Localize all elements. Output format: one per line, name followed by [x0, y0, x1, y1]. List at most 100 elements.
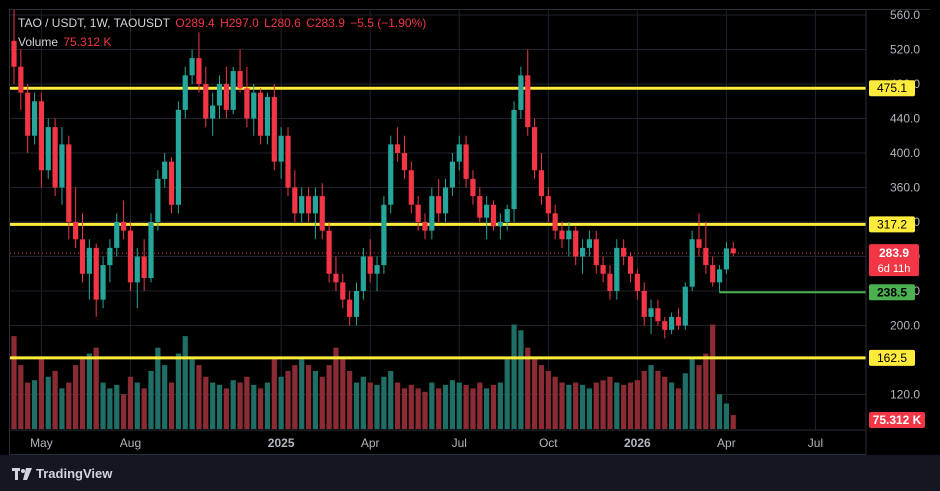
candle-body[interactable] [525, 75, 531, 128]
candle-body[interactable] [648, 308, 654, 317]
candle-body[interactable] [532, 127, 538, 171]
candle-body[interactable] [45, 127, 51, 171]
candle-body[interactable] [614, 247, 620, 291]
candle-body[interactable] [258, 92, 264, 136]
candle-body[interactable] [381, 204, 387, 266]
candle-body[interactable] [251, 92, 257, 119]
candle-body[interactable] [470, 178, 476, 197]
candle-body[interactable] [497, 222, 503, 227]
candle-body[interactable] [538, 170, 545, 197]
candle-body[interactable] [52, 127, 58, 188]
candle-body[interactable] [353, 291, 360, 317]
candle-body[interactable] [573, 230, 579, 257]
candle-body[interactable] [374, 265, 380, 274]
candle-body[interactable] [627, 256, 634, 274]
candle-body[interactable] [319, 196, 325, 231]
candle-body[interactable] [148, 222, 154, 279]
candle-body[interactable] [703, 247, 709, 266]
candle-body[interactable] [299, 196, 305, 214]
candle-body[interactable] [326, 230, 332, 274]
candle-body[interactable] [484, 204, 490, 218]
candle-body[interactable] [333, 273, 339, 283]
candle-body[interactable] [93, 247, 99, 300]
candle-body[interactable] [189, 58, 195, 76]
candle-body[interactable] [669, 316, 675, 330]
candle-body[interactable] [216, 84, 223, 106]
candle-body[interactable] [196, 58, 202, 84]
candle-body[interactable] [127, 230, 134, 283]
candle-body[interactable] [305, 196, 312, 214]
candle-body[interactable] [237, 71, 243, 89]
candle-body[interactable] [655, 308, 661, 322]
candle-body[interactable] [59, 144, 65, 188]
candle-body[interactable] [579, 247, 586, 257]
candle-body[interactable] [155, 178, 161, 222]
candle-body[interactable] [25, 92, 31, 136]
candle-body[interactable] [621, 247, 627, 257]
candle-body[interactable] [264, 96, 271, 136]
candle-body[interactable] [73, 222, 79, 240]
candle-body[interactable] [86, 247, 92, 274]
tradingview-logo[interactable]: TradingView [12, 466, 112, 481]
candle-body[interactable] [641, 291, 647, 317]
candle-body[interactable] [79, 239, 86, 274]
candle-body[interactable] [422, 222, 428, 231]
candle-body[interactable] [292, 187, 298, 214]
candle-body[interactable] [634, 273, 640, 291]
candle-body[interactable] [203, 84, 209, 119]
candle-body[interactable] [504, 209, 510, 222]
candle-body[interactable] [162, 161, 168, 179]
candle-body[interactable] [175, 109, 181, 205]
candle-body[interactable] [723, 248, 729, 270]
candle-body[interactable] [134, 256, 140, 283]
candle-body[interactable] [429, 196, 435, 231]
candle-body[interactable] [66, 144, 72, 222]
candle-body[interactable] [388, 144, 394, 205]
candle-body[interactable] [593, 239, 599, 266]
candle-body[interactable] [689, 239, 695, 287]
candle-body[interactable] [11, 40, 17, 67]
candle-body[interactable] [600, 265, 606, 274]
candle-body[interactable] [442, 187, 449, 214]
candle-body[interactable] [710, 265, 716, 283]
candle-body[interactable] [675, 316, 682, 326]
candle-body[interactable] [312, 196, 318, 214]
price-chart[interactable]: 120.0200.0240.0280.0320.0360.0400.0440.0… [10, 10, 931, 456]
candle-body[interactable] [682, 286, 688, 326]
candle-body[interactable] [182, 75, 188, 110]
candle-body[interactable] [490, 204, 497, 227]
candle-body[interactable] [463, 144, 469, 179]
candle-body[interactable] [607, 273, 613, 291]
candle-body[interactable] [511, 109, 517, 210]
candle-body[interactable] [18, 66, 24, 93]
candle-body[interactable] [456, 144, 462, 162]
candle-body[interactable] [271, 96, 277, 162]
candle-body[interactable] [347, 299, 353, 317]
candle-body[interactable] [367, 256, 373, 274]
candle-body[interactable] [662, 321, 668, 330]
candle-body[interactable] [449, 161, 455, 188]
candle-body[interactable] [223, 84, 229, 110]
candle-body[interactable] [244, 88, 250, 119]
candle-body[interactable] [415, 204, 421, 222]
candle-body[interactable] [552, 213, 558, 231]
candle-body[interactable] [395, 144, 401, 153]
candle-body[interactable] [559, 230, 565, 240]
candle-body[interactable] [586, 239, 592, 248]
candle-body[interactable] [107, 247, 113, 266]
candle-body[interactable] [401, 153, 408, 171]
candle-body[interactable] [340, 282, 346, 300]
candle-body[interactable] [518, 75, 524, 110]
chart-frame[interactable]: 120.0200.0240.0280.0320.0360.0400.0440.0… [9, 9, 931, 456]
candle-body[interactable] [545, 196, 551, 214]
candle-body[interactable] [141, 256, 147, 279]
candle-body[interactable] [566, 230, 572, 240]
candle-body[interactable] [716, 269, 723, 283]
candle-body[interactable] [114, 222, 120, 248]
candle-body[interactable] [360, 256, 366, 292]
candle-body[interactable] [696, 239, 702, 248]
candle-body[interactable] [408, 170, 414, 205]
candle-body[interactable] [31, 101, 38, 136]
candle-body[interactable] [230, 71, 236, 110]
candle-body[interactable] [168, 161, 175, 205]
